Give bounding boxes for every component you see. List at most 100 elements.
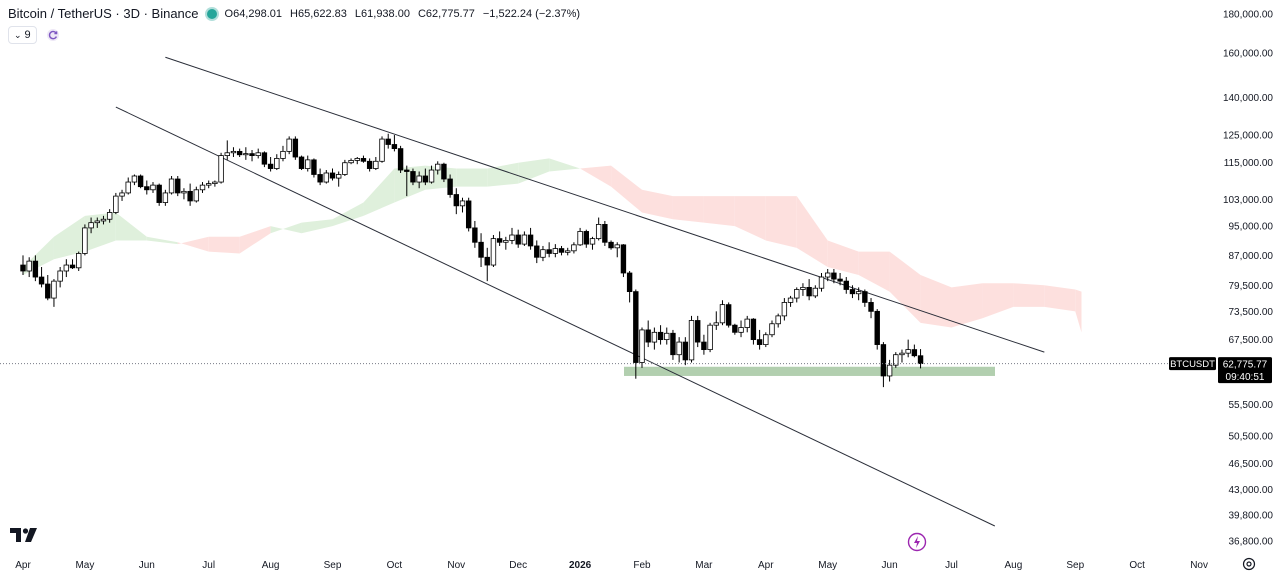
candle bbox=[577, 227, 583, 246]
candle-body-up bbox=[274, 158, 280, 169]
candle-body-up bbox=[218, 155, 224, 183]
candle bbox=[311, 158, 317, 178]
candle-body-down bbox=[695, 320, 701, 343]
candle-body-down bbox=[292, 138, 299, 158]
price-axis[interactable]: 180,000.00 160,000.00 140,000.00 125,000.00… bbox=[1223, 10, 1273, 548]
cloud-segment-bearish bbox=[672, 196, 704, 223]
candle bbox=[874, 309, 880, 350]
loading-refresh-icon[interactable] bbox=[45, 27, 61, 43]
cloud-segment-bullish bbox=[115, 212, 147, 241]
price-tick-label: 50,500.00 bbox=[1229, 431, 1274, 442]
candle-body-up bbox=[373, 160, 379, 169]
candle bbox=[571, 242, 577, 254]
candle bbox=[589, 236, 596, 250]
time-tick-label: May bbox=[75, 560, 94, 571]
candle-body-down bbox=[366, 160, 373, 169]
cloud-segment-bearish bbox=[642, 189, 673, 220]
time-tick-label: May bbox=[818, 560, 837, 571]
candle bbox=[862, 289, 868, 307]
candle-body-up bbox=[664, 332, 670, 341]
candle-body-up bbox=[503, 240, 509, 243]
candle bbox=[298, 155, 305, 171]
candle-body-down bbox=[391, 144, 398, 150]
candle bbox=[719, 300, 726, 326]
candle bbox=[459, 197, 466, 213]
cloud-segment-bullish bbox=[84, 212, 116, 252]
cloud-segment-bearish bbox=[920, 275, 952, 328]
candle bbox=[800, 283, 806, 296]
candle bbox=[880, 342, 887, 388]
candle-body-up bbox=[76, 253, 82, 269]
indicators-collapse-button[interactable]: ⌄ 9 bbox=[8, 26, 37, 44]
candle-body-up bbox=[713, 322, 719, 326]
ohlc-close: C62,775.77 bbox=[417, 7, 475, 20]
price-tick-label: 95,000.00 bbox=[1229, 222, 1274, 233]
current-price-value: 62,775.77 bbox=[1223, 359, 1268, 370]
market-status-icon[interactable] bbox=[206, 8, 217, 19]
candle-body-down bbox=[750, 318, 757, 341]
time-axis[interactable]: Apr May Jun Jul Aug Sep Oct Nov Dec 2026 Feb Mar Apr… bbox=[15, 560, 1208, 571]
candle-body-up bbox=[193, 189, 200, 202]
candle bbox=[521, 231, 528, 246]
candle bbox=[168, 175, 175, 195]
ohlc-high: H65,622.83 bbox=[290, 7, 347, 20]
candle bbox=[230, 147, 237, 158]
candle-body-down bbox=[317, 174, 323, 183]
candle-body-up bbox=[614, 244, 620, 249]
candle bbox=[911, 344, 918, 358]
indicator-count: 9 bbox=[24, 29, 31, 41]
candle bbox=[614, 242, 620, 258]
candle bbox=[385, 133, 391, 149]
candle-body-up bbox=[342, 162, 348, 175]
support-zone-layer bbox=[624, 366, 995, 376]
candle-body-up bbox=[825, 272, 831, 278]
candle bbox=[193, 186, 200, 203]
time-tick-label: Oct bbox=[1129, 560, 1145, 571]
candle bbox=[583, 229, 589, 248]
candle-body-up bbox=[82, 227, 88, 254]
candle bbox=[249, 149, 255, 162]
cloud-segment-bearish bbox=[1044, 285, 1076, 312]
candle bbox=[274, 154, 280, 171]
time-tick-label: Apr bbox=[15, 560, 31, 571]
candle bbox=[732, 323, 738, 335]
lightning-icon[interactable] bbox=[907, 532, 927, 557]
candle bbox=[465, 197, 472, 232]
cloud-segment-bullish bbox=[518, 158, 550, 184]
tradingview-logo-icon[interactable] bbox=[10, 528, 38, 547]
candle-body-down bbox=[236, 150, 243, 156]
candle bbox=[849, 285, 856, 299]
candle-body-down bbox=[175, 178, 181, 194]
candle-body-up bbox=[51, 280, 57, 299]
candle-body-down bbox=[156, 184, 162, 203]
candle bbox=[633, 289, 639, 379]
gear-icon[interactable] bbox=[1242, 557, 1256, 572]
time-tick-label: Nov bbox=[447, 560, 465, 571]
time-tick-label: Feb bbox=[633, 560, 651, 571]
candle-body-down bbox=[917, 355, 924, 364]
candle bbox=[410, 168, 416, 186]
candle bbox=[558, 245, 565, 256]
candle-body-up bbox=[688, 320, 695, 361]
candle-body-up bbox=[379, 138, 385, 162]
candle-body-up bbox=[540, 249, 546, 258]
upper-trendline[interactable] bbox=[165, 56, 1045, 353]
candle-body-up bbox=[565, 250, 571, 253]
cloud-segment-bullish bbox=[456, 168, 488, 187]
support-zone-rectangle[interactable] bbox=[624, 366, 995, 376]
symbol-title[interactable]: Bitcoin / TetherUS · 3D · Binance bbox=[8, 6, 199, 21]
time-tick-label: Jul bbox=[202, 560, 215, 571]
candle bbox=[893, 352, 899, 368]
candle-body-down bbox=[849, 289, 856, 295]
cloud-segment-bearish bbox=[951, 283, 983, 328]
candle bbox=[899, 349, 905, 363]
candle-body-down bbox=[534, 245, 540, 258]
candle bbox=[162, 189, 169, 206]
candle-body-up bbox=[435, 163, 441, 171]
lower-trendline[interactable] bbox=[115, 106, 996, 527]
candle-body-down bbox=[862, 291, 868, 303]
candle bbox=[478, 233, 484, 268]
candle bbox=[106, 209, 113, 223]
